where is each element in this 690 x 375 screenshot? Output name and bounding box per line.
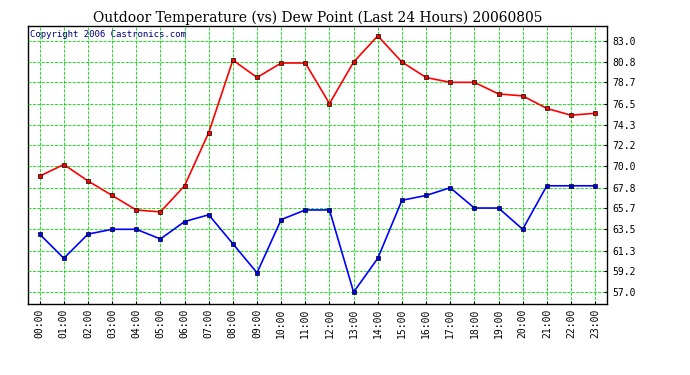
Title: Outdoor Temperature (vs) Dew Point (Last 24 Hours) 20060805: Outdoor Temperature (vs) Dew Point (Last… — [92, 11, 542, 25]
Text: Copyright 2006 Castronics.com: Copyright 2006 Castronics.com — [30, 30, 186, 39]
